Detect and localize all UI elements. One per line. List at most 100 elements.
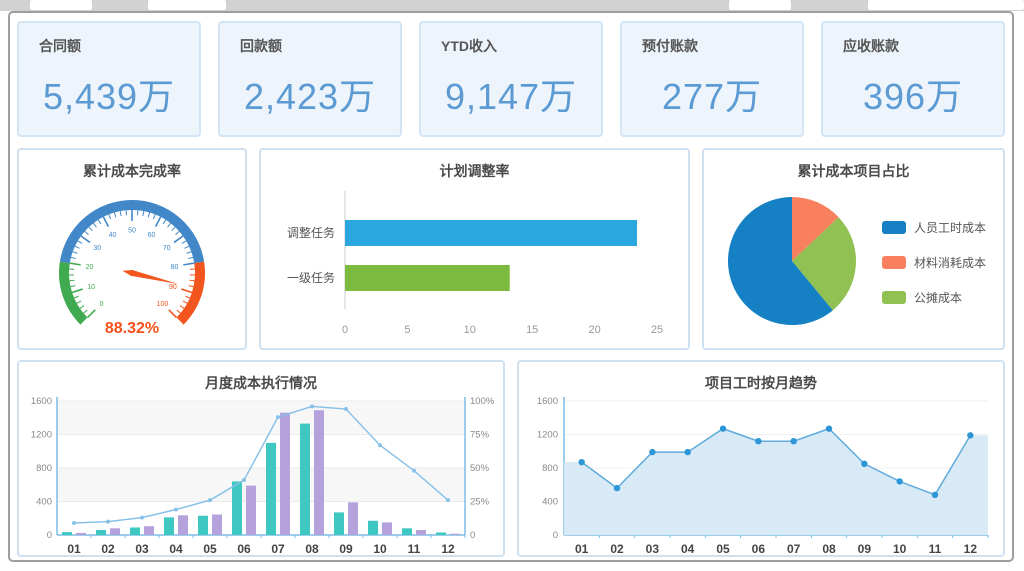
pie-chart	[728, 197, 856, 325]
svg-text:一级任务: 一级任务	[286, 270, 334, 285]
chrome-blob	[30, 0, 92, 10]
dashboard-container: 合同额 5,439万 回款额 2,423万 YTD收入 9,147万 预付账款 …	[8, 11, 1014, 562]
kpi-row: 合同额 5,439万 回款额 2,423万 YTD收入 9,147万 预付账款 …	[17, 21, 1005, 137]
gauge-chart: 0 10 20 30 40 50 60 70 80 90 100 88.32%	[59, 200, 205, 337]
area-panel-title: 项目工时按月趋势	[705, 375, 817, 391]
svg-text:04: 04	[169, 542, 183, 555]
svg-text:08: 08	[822, 542, 836, 555]
svg-text:20: 20	[86, 264, 94, 271]
svg-text:15: 15	[526, 324, 538, 336]
legend-swatch	[882, 220, 906, 234]
svg-text:12: 12	[964, 542, 978, 555]
kpi-card-contract-amount: 合同额 5,439万	[17, 21, 201, 137]
svg-text:02: 02	[610, 542, 624, 555]
pie-legend: 人员工时成本 材料消耗成本 公摊成本	[882, 219, 986, 306]
monthly-hours-area-chart: 0 400 800 1200 1600 01 02 03 04 05 06 07 08 09 10 11 12	[537, 396, 989, 555]
kpi-label: 回款额	[240, 38, 282, 54]
kpi-value: 396万	[862, 76, 964, 117]
svg-text:40: 40	[109, 232, 117, 239]
svg-text:05: 05	[716, 542, 730, 555]
kpi-card-prepaid-accounts: 预付账款 277万	[620, 21, 804, 137]
svg-text:0: 0	[47, 530, 52, 541]
legend-swatch	[882, 290, 906, 304]
combo-panel-title: 月度成本执行情况	[205, 375, 317, 391]
kpi-card-accounts-receivable: 应收账款 396万	[821, 21, 1005, 137]
hbar-panel-title: 计划调整率	[439, 163, 510, 179]
svg-text:03: 03	[646, 542, 660, 555]
svg-text:09: 09	[339, 542, 353, 555]
svg-text:100: 100	[157, 301, 169, 308]
svg-text:0: 0	[341, 324, 347, 336]
svg-text:25: 25	[650, 324, 662, 336]
legend-label: 人员工时成本	[914, 220, 987, 235]
kpi-label: YTD收入	[441, 38, 497, 54]
chrome-blob	[729, 0, 791, 10]
svg-text:07: 07	[271, 542, 285, 555]
svg-text:25%: 25%	[470, 497, 490, 508]
svg-text:800: 800	[36, 463, 52, 474]
bottom-row: 月度成本执行情况 0 400 800 1200 1600 0 25% 50% 75% 100% 01…	[17, 360, 1005, 557]
svg-text:50: 50	[128, 228, 136, 235]
svg-text:09: 09	[858, 542, 872, 555]
gauge-panel-title: 累计成本完成率	[83, 163, 181, 179]
gauge-panel: 累计成本完成率 0 10 20 30 40 50 60 70 80 90 100 88.32%	[17, 148, 247, 350]
pie-panel-title: 累计成本项目占比	[797, 163, 910, 179]
svg-text:10: 10	[893, 542, 907, 555]
svg-text:06: 06	[237, 542, 251, 555]
legend-label: 公摊成本	[914, 290, 963, 305]
svg-text:03: 03	[135, 542, 149, 555]
svg-text:50%: 50%	[470, 463, 490, 474]
svg-text:400: 400	[36, 497, 52, 508]
svg-text:80: 80	[171, 264, 179, 271]
hbar-panel: 计划调整率 调整任务 一级任务 0 5 10 15 20 25	[259, 148, 690, 350]
svg-text:400: 400	[542, 497, 558, 508]
svg-text:10: 10	[87, 284, 95, 291]
svg-text:07: 07	[787, 542, 801, 555]
middle-row: 累计成本完成率 0 10 20 30 40 50 60 70 80 90 100 88.32% 计划调…	[17, 148, 1005, 350]
svg-text:90: 90	[169, 284, 177, 291]
kpi-value: 277万	[661, 76, 763, 117]
area-panel: 项目工时按月趋势 0 400 800 1200 1600 01 02 03 04 05 06 07 08…	[517, 360, 1005, 557]
svg-text:11: 11	[408, 542, 421, 555]
svg-text:0: 0	[100, 301, 104, 308]
svg-text:12: 12	[441, 542, 455, 555]
svg-text:02: 02	[101, 542, 115, 555]
monthly-cost-combo-chart: 0 400 800 1200 1600 0 25% 50% 75% 100% 01 02 03 04 05 0…	[31, 396, 495, 555]
svg-text:01: 01	[67, 542, 81, 555]
svg-text:100%: 100%	[470, 396, 495, 407]
svg-text:04: 04	[681, 542, 695, 555]
svg-text:800: 800	[542, 463, 558, 474]
legend-item-personnel-cost[interactable]: 人员工时成本	[882, 219, 986, 236]
svg-text:20: 20	[588, 324, 600, 336]
svg-text:0: 0	[553, 530, 558, 541]
window-chrome-strip	[0, 0, 1024, 11]
legend-swatch	[882, 255, 906, 269]
svg-text:06: 06	[752, 542, 766, 555]
svg-text:1200: 1200	[537, 430, 558, 441]
svg-text:10: 10	[373, 542, 387, 555]
svg-text:01: 01	[575, 542, 589, 555]
chrome-blob	[148, 0, 226, 10]
kpi-label: 预付账款	[642, 38, 698, 54]
svg-text:88.32%: 88.32%	[105, 320, 159, 337]
legend-label: 材料消耗成本	[914, 255, 987, 270]
legend-item-material-cost[interactable]: 材料消耗成本	[882, 254, 986, 271]
svg-text:1200: 1200	[31, 430, 52, 441]
legend-item-shared-cost[interactable]: 公摊成本	[882, 289, 986, 306]
kpi-value: 5,439万	[42, 76, 176, 117]
svg-text:60: 60	[148, 232, 156, 239]
kpi-label: 应收账款	[843, 38, 899, 54]
kpi-card-payment-received: 回款额 2,423万	[218, 21, 402, 137]
pie-panel: 累计成本项目占比 人员工时成本 材料消耗成本 公摊成本	[702, 148, 1005, 350]
kpi-card-ytd-income: YTD收入 9,147万	[419, 21, 603, 137]
svg-text:1600: 1600	[537, 396, 558, 407]
kpi-label: 合同额	[39, 38, 81, 54]
svg-text:70: 70	[163, 245, 171, 252]
svg-text:5: 5	[404, 324, 410, 336]
svg-text:11: 11	[929, 542, 942, 555]
svg-text:0: 0	[470, 530, 475, 541]
svg-text:08: 08	[305, 542, 319, 555]
combo-panel: 月度成本执行情况 0 400 800 1200 1600 0 25% 50% 75% 100% 01…	[17, 360, 505, 557]
